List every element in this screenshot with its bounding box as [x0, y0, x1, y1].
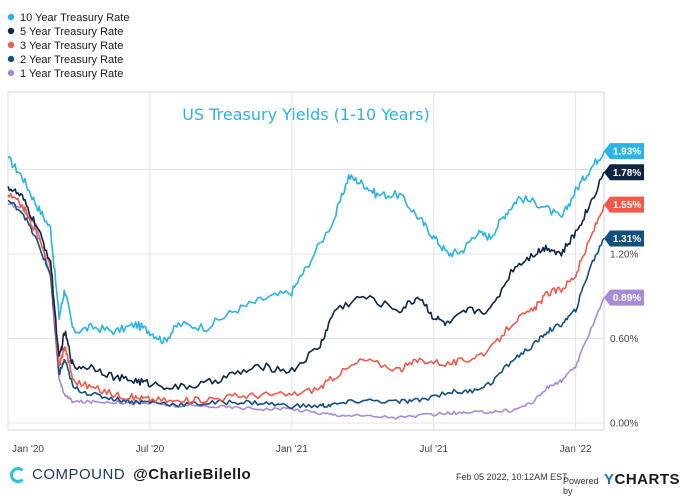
series-line-5-year-treasury-rate[interactable]	[8, 172, 604, 389]
legend-label-3-year-treasury-rate[interactable]: 3 Year Treasury Rate	[20, 40, 123, 52]
legend-marker-10-year-treasury-rate	[8, 14, 14, 20]
series-line-2-year-treasury-rate[interactable]	[8, 200, 604, 408]
footer: COMPOUND @CharlieBilello Feb 05 2022, 10…	[0, 458, 680, 493]
last-value-badge-5-year-treasury-rate: 1.78%	[604, 164, 644, 180]
x-axis-ticks: Jan '20 Jul '20 Jan '21 Jul '21 Jan '22	[12, 444, 592, 455]
badge-label: 0.89%	[613, 293, 641, 304]
y-tick-label: 0.60%	[610, 334, 638, 345]
legend-marker-2-year-treasury-rate	[8, 56, 14, 62]
last-value-badge-10-year-treasury-rate: 1.93%	[604, 143, 644, 159]
compound-logo-icon	[10, 467, 26, 483]
legend-label-1-year-treasury-rate[interactable]: 1 Year Treasury Rate	[20, 68, 123, 80]
legend-marker-5-year-treasury-rate	[8, 28, 14, 34]
x-tick-label: Jul '20	[136, 444, 165, 455]
legend-label-10-year-treasury-rate[interactable]: 10 Year Treasury Rate	[20, 12, 129, 24]
twitter-handle[interactable]: @CharlieBilello	[133, 466, 251, 483]
plot-frame	[8, 92, 604, 430]
badge-label: 1.93%	[613, 147, 641, 158]
x-tick-label: Jan '22	[560, 444, 592, 455]
ycharts-logo-rest: CHARTS	[615, 471, 680, 488]
timestamp: Feb 05 2022, 10:12AM EST.	[456, 472, 569, 482]
badge-label: 1.55%	[613, 200, 641, 211]
last-value-badges: 1.93% 1.78% 1.55% 1.31% 0.89%	[604, 143, 644, 305]
legend-label-2-year-treasury-rate[interactable]: 2 Year Treasury Rate	[20, 54, 123, 66]
series-line-10-year-treasury-rate[interactable]	[8, 151, 604, 343]
brand-name: COMPOUND	[32, 466, 125, 483]
last-value-badge-3-year-treasury-rate: 1.55%	[604, 197, 644, 213]
y-tick-label: 0.00%	[610, 418, 638, 429]
last-value-badge-2-year-treasury-rate: 1.31%	[604, 230, 644, 246]
badge-label: 1.78%	[613, 168, 641, 179]
chart-title: US Treasury Yields (1-10 Years)	[182, 105, 429, 124]
x-tick-label: Jan '20	[12, 444, 44, 455]
gridlines	[8, 92, 604, 430]
series-line-3-year-treasury-rate[interactable]	[8, 194, 604, 404]
x-tick-label: Jan '21	[276, 444, 308, 455]
brand[interactable]: COMPOUND @CharlieBilello	[10, 466, 251, 483]
legend-marker-1-year-treasury-rate	[8, 70, 14, 76]
y-tick-label: 1.20%	[610, 249, 638, 260]
powered-by-label: Powered by	[563, 476, 600, 496]
x-tick-label: Jul '21	[419, 444, 448, 455]
legend-label-5-year-treasury-rate[interactable]: 5 Year Treasury Rate	[20, 26, 123, 38]
last-value-badge-1-year-treasury-rate: 0.89%	[604, 290, 644, 306]
ycharts-logo-y: Y	[604, 471, 615, 488]
badge-label: 1.31%	[613, 234, 641, 245]
chart: 10 Year Treasury Rate 5 Year Treasury Rat…	[0, 0, 680, 458]
ycharts-logo[interactable]: YCHARTS	[604, 471, 680, 488]
series-lines	[8, 151, 604, 419]
powered-by[interactable]: Powered by YCHARTS	[563, 471, 680, 496]
legend-marker-3-year-treasury-rate	[8, 42, 14, 48]
legend: 10 Year Treasury Rate 5 Year Treasury Rat…	[8, 12, 130, 80]
